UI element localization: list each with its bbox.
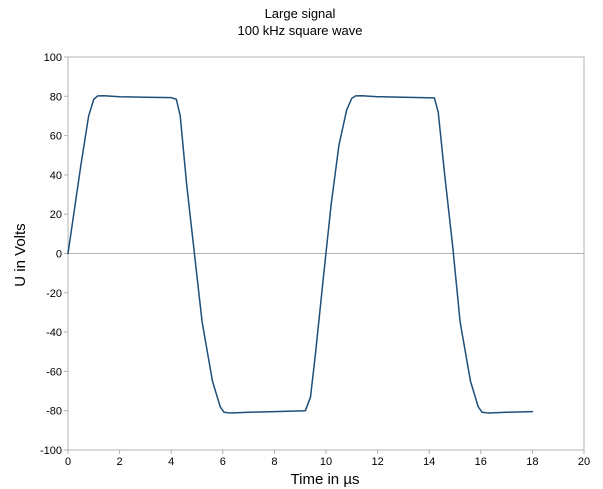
series-line [67, 94, 534, 414]
series-group [67, 94, 534, 414]
x-tick-label: 18 [526, 456, 538, 468]
y-axis-ticks: 100 80 60 40 20 0 -20 -40 -60 -80 -100 [40, 52, 68, 457]
x-axis-title: Time in µs [291, 471, 360, 488]
y-tick-label: -60 [46, 366, 62, 378]
chart-subtitle: 100 kHz square wave [237, 23, 362, 38]
x-tick-label: 16 [475, 456, 487, 468]
y-tick-label: 100 [44, 52, 62, 64]
y-tick-label: 0 [56, 249, 62, 261]
x-tick-label: 20 [578, 456, 590, 468]
y-tick-label: 40 [50, 170, 62, 182]
y-tick-label: -40 [46, 327, 62, 339]
x-tick-label: 14 [423, 456, 435, 468]
y-tick-label: -20 [46, 288, 62, 300]
chart-title: Large signal [265, 6, 336, 21]
x-tick-label: 0 [65, 456, 71, 468]
x-tick-label: 10 [320, 456, 332, 468]
x-tick-label: 8 [271, 456, 277, 468]
y-axis-title: U in Volts [12, 223, 29, 286]
x-axis-ticks: 0 2 4 6 8 10 12 14 16 18 20 [65, 450, 590, 468]
y-tick-label: -80 [46, 406, 62, 418]
y-tick-label: 80 [50, 91, 62, 103]
y-tick-label: -100 [40, 445, 62, 457]
y-tick-label: 60 [50, 131, 62, 143]
y-tick-label: 20 [50, 209, 62, 221]
x-tick-label: 6 [220, 456, 226, 468]
x-tick-label: 12 [371, 456, 383, 468]
x-tick-label: 4 [168, 456, 174, 468]
x-tick-label: 2 [117, 456, 123, 468]
